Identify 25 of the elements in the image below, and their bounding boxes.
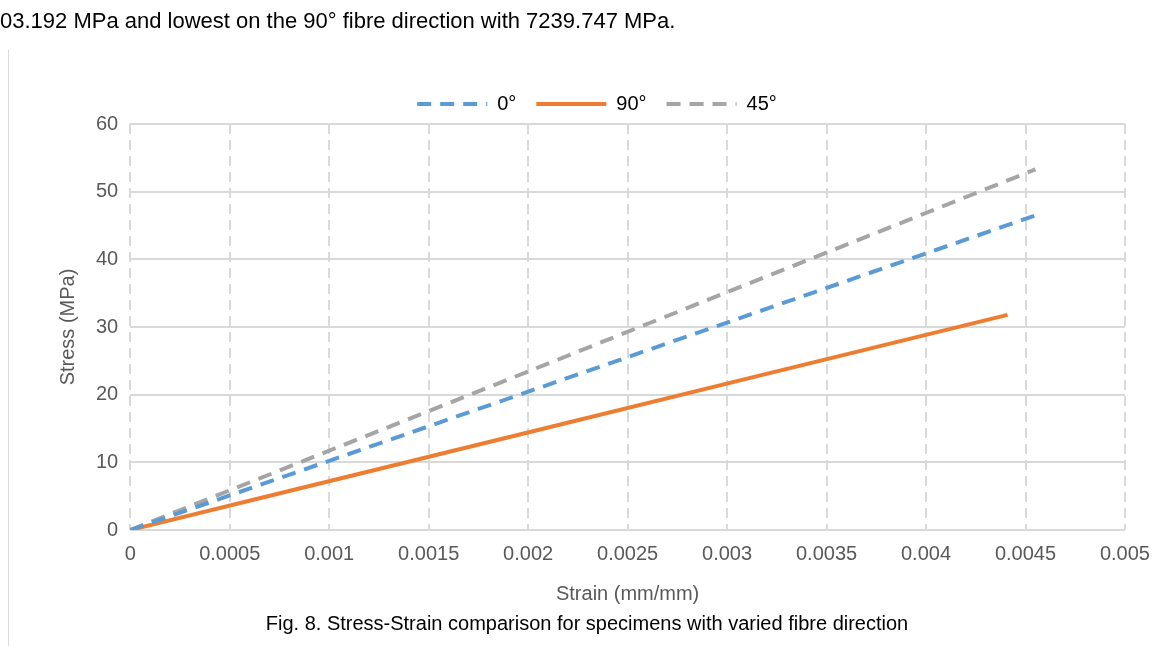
y-tick-label: 10 [96, 449, 119, 472]
y-tick-label: 30 [96, 314, 119, 337]
y-tick-label: 0 [107, 517, 119, 540]
caption: Fig. 8. Stress-Strain comparison for specimens with varied fibre direction [264, 612, 910, 635]
legend-label: 0° [497, 91, 517, 114]
y-tick-label: 40 [96, 246, 119, 269]
x-tick-label: 0.0015 [398, 541, 460, 564]
x-tick-label: 0.0005 [199, 541, 261, 564]
legend-label: 45° [746, 91, 777, 114]
y-tick-label: 60 [96, 111, 119, 134]
y-tick-label: 20 [96, 382, 119, 405]
x-tick-label: 0.004 [901, 541, 952, 564]
x-tick-label: 0.0035 [795, 541, 858, 564]
x-tick-label: 0.0045 [994, 541, 1057, 564]
x-tick-label: 0.001 [304, 541, 355, 564]
legend-label: 90° [616, 91, 647, 114]
x-tick-label: 0.002 [503, 541, 554, 564]
y-tick-label: 50 [96, 179, 119, 202]
x-axis-title: Strain (mm/mm) [555, 581, 700, 604]
x-tick-label: 0.003 [702, 541, 753, 564]
x-tick-label: 0 [124, 541, 136, 564]
x-tick-label: 0.0025 [597, 541, 659, 564]
y-axis-title: Stress (MPa) [55, 268, 78, 386]
text: 03.192 MPa and lowest on the 90° fibre direction with 7239.747 MPa. [0, 8, 676, 34]
x-tick-label: 0.005 [1099, 541, 1151, 564]
